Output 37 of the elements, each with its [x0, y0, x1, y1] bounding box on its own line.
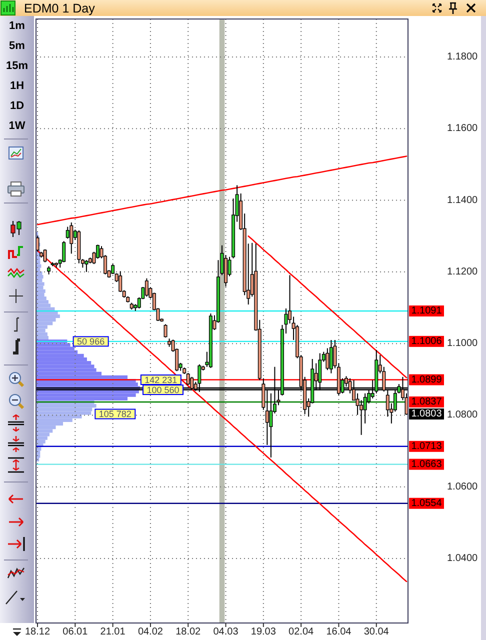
- text: 1.0803: [411, 408, 442, 420]
- ref-line-label: 1.0713: [411, 440, 442, 452]
- annotation: 50 966: [77, 336, 105, 346]
- y-tick-label: 1.1400: [447, 194, 478, 206]
- text: 15m: [6, 60, 28, 72]
- ref-line-label: 1.0554: [411, 498, 442, 509]
- y-tick-label: 1.1800: [447, 51, 478, 62]
- x-tick-label: 04.02: [138, 626, 164, 638]
- text: 1W: [8, 120, 26, 132]
- x-tick-label: 18.12: [24, 626, 50, 638]
- y-tick-label: 1.1200: [447, 266, 478, 278]
- x-tick-label: 04.03: [213, 626, 239, 638]
- annotation: 100 560: [146, 384, 180, 395]
- text: 5m: [9, 40, 26, 52]
- ref-line-label: 1.1091: [411, 305, 442, 316]
- text: 1H: [10, 80, 24, 92]
- chart-title: EDM0 1 Day: [24, 2, 96, 16]
- x-tick-label: 18.02: [176, 626, 202, 638]
- ref-line-label: 1.0899: [411, 374, 442, 386]
- x-tick-label: 21.01: [100, 626, 126, 638]
- ref-line-label: 1.0837: [411, 396, 442, 408]
- x-tick-label: 19.03: [250, 626, 276, 638]
- y-tick-label: 1.0800: [447, 410, 478, 421]
- x-tick-label: 30.04: [364, 626, 390, 638]
- annotation: 105 782: [98, 409, 132, 419]
- y-tick-label: 1.0600: [447, 481, 478, 492]
- ref-line-label: 1.1006: [411, 336, 442, 347]
- text: 1m: [9, 20, 26, 32]
- y-tick-label: 1.1600: [447, 123, 478, 134]
- y-tick-label: 1.0400: [447, 553, 478, 564]
- y-tick-label: 1.1000: [447, 338, 478, 350]
- x-tick-label: 06.01: [62, 626, 88, 638]
- x-tick-label: 16.04: [326, 626, 352, 638]
- text: 1D: [10, 100, 24, 112]
- ref-line-label: 1.0663: [411, 458, 442, 470]
- x-tick-label: 02.04: [288, 626, 314, 638]
- annotation: 142 231: [144, 374, 178, 385]
